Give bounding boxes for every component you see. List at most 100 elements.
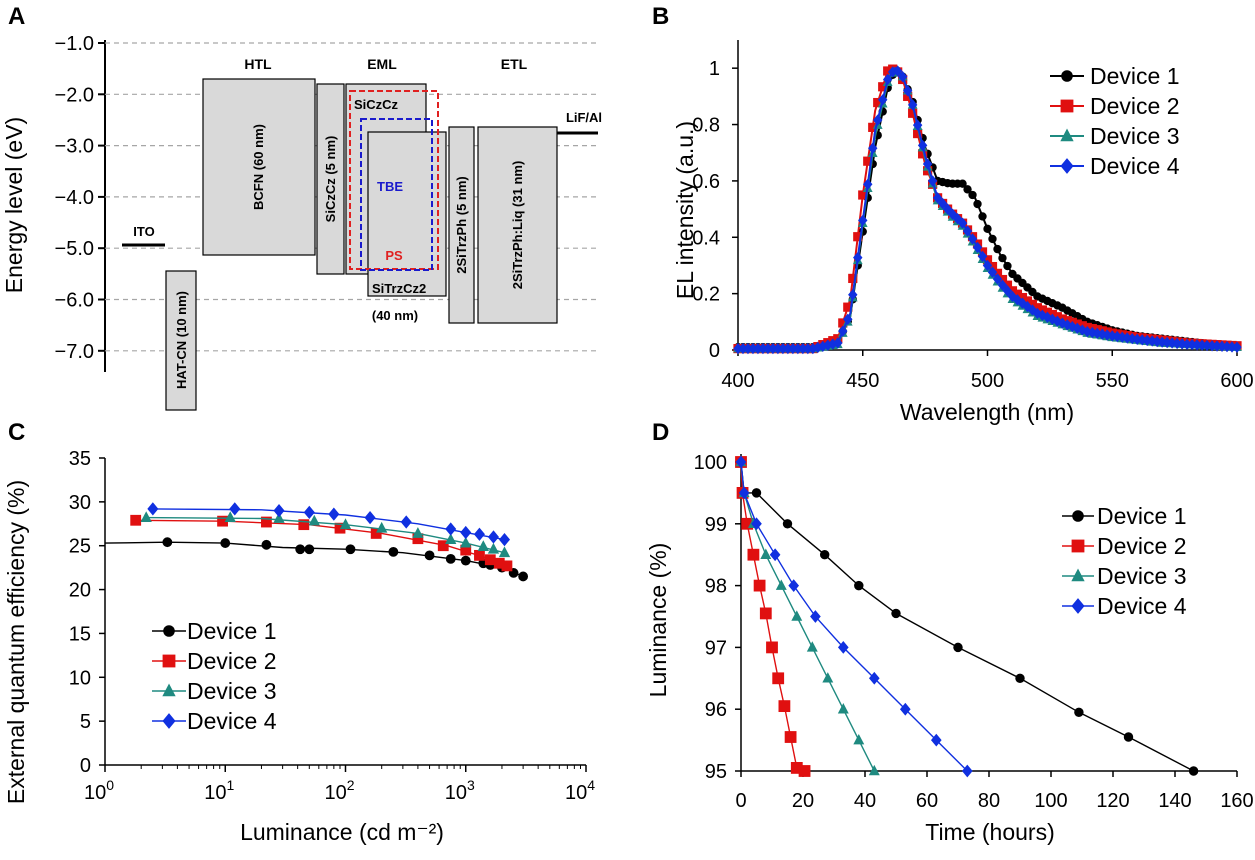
panel-b-marker-4: [922, 158, 933, 170]
panel-b-marker-1: [983, 224, 992, 233]
panel-c-marker-3: [339, 518, 352, 530]
panel-a-ytick-label: −7.0: [55, 341, 94, 363]
sitrzcz2-box: [367, 131, 447, 297]
panel-b-marker-2: [848, 273, 858, 284]
panel-d-marker-2: [784, 731, 797, 743]
panel-c-marker-2: [298, 519, 310, 531]
panel-b-marker-4: [952, 213, 963, 225]
panel-d-lifetime: Luminance (%) Time (hours) 0 20 40 60 80 100 1…: [645, 452, 1254, 845]
panel-b-xtick-label: 450: [846, 370, 879, 392]
panel-c-marker-3: [487, 542, 500, 554]
panel-c-marker-3: [273, 512, 285, 523]
2sitrzph-label: 2SiTrzPh (5 nm): [454, 176, 469, 274]
lifal-label: LiF/Al: [566, 110, 602, 125]
panel-d-xtick-label: 60: [916, 790, 938, 812]
panel-c-marker-3: [376, 521, 388, 533]
panel-d-marker-3: [775, 579, 787, 590]
panel-d-marker-3: [853, 733, 865, 745]
panel-c-marker-3: [412, 527, 424, 538]
panel-d-marker-3: [760, 548, 772, 559]
panel-c-marker-1: [261, 539, 272, 550]
panel-b-marker-4: [972, 241, 983, 254]
hatcn-label: HAT-CN (10 nm): [174, 291, 189, 389]
panel-b-marker-1: [968, 190, 977, 200]
panel-b-legend-marker-1: [1061, 70, 1073, 82]
panel-b-el-spectra: EL intensity (a.u.) Wavelength (nm) 400 4…: [672, 40, 1254, 425]
eml-thickness-label: (40 nm): [372, 308, 418, 323]
panel-d-marker-2: [798, 765, 811, 777]
panel-b-marker-4: [868, 142, 878, 154]
2sitrzph-liq-label: 2SiTrzPh:Liq (31 nm): [510, 161, 525, 290]
panel-d-marker-4: [735, 455, 747, 469]
panel-c-marker-1: [162, 537, 173, 548]
panel-b-ytick-label: 1: [709, 58, 720, 80]
panel-b-marker-4: [843, 313, 853, 325]
panel-c-xtick-label: 103: [445, 777, 475, 804]
panel-d-marker-4: [738, 486, 750, 500]
tbe-label: TBE: [377, 179, 403, 194]
panel-b-marker-4: [853, 251, 863, 264]
panel-c-ytick-label: 15: [69, 623, 91, 645]
panel-b-xtick-label: 600: [1220, 370, 1253, 392]
panel-b-legend-label-3: Device 3: [1090, 123, 1179, 149]
panel-d-marker-4: [769, 548, 781, 562]
ps-dashed-box: [349, 90, 439, 270]
panel-d-marker-1: [1015, 673, 1025, 684]
panel-c-marker-4: [473, 527, 485, 541]
panel-d-xlabel: Time (hours): [925, 819, 1055, 845]
panel-c-marker-4: [229, 502, 241, 516]
panel-c-marker-1: [460, 555, 471, 566]
panel-b-legend-label-4: Device 4: [1090, 153, 1180, 179]
panel-b-marker-4: [902, 85, 913, 97]
panel-d-marker-4: [868, 671, 880, 685]
panel-letter-a: A: [8, 3, 25, 30]
panel-c-ytick-label: 10: [69, 667, 91, 689]
panel-d-ytick-label: 98: [705, 576, 727, 598]
panel-d-legend-marker-4: [1071, 598, 1085, 614]
panel-d-legend-marker-1: [1072, 510, 1084, 522]
panel-b-marker-1: [963, 185, 972, 194]
panel-d-xtick-label: 0: [735, 790, 746, 812]
panel-d-ytick-label: 100: [694, 452, 727, 474]
panel-a-ytick-label: −3.0: [55, 136, 94, 158]
panel-c-marker-4: [445, 522, 457, 536]
panel-d-xtick-label: 120: [1096, 790, 1129, 812]
panel-a-ytick-label: −1.0: [55, 33, 94, 55]
panel-c-marker-1: [295, 544, 306, 555]
panel-b-marker-4: [1052, 315, 1063, 327]
header-eml: EML: [367, 56, 397, 72]
ps-label: PS: [385, 248, 403, 263]
panel-b-marker-4: [982, 259, 993, 272]
panel-c-ytick-label: 20: [69, 580, 91, 602]
panel-b-marker-4: [987, 266, 998, 278]
panel-b-marker-4: [962, 225, 973, 237]
panel-b-marker-4: [1077, 324, 1088, 336]
panel-b-marker-4: [858, 214, 868, 227]
2sitrzph-liq-box: [477, 126, 558, 324]
panel-d-marker-1: [953, 642, 963, 653]
panel-a-ytick-label: −2.0: [55, 84, 94, 106]
panel-b-marker-1: [998, 253, 1007, 263]
panel-b-xlabel: Wavelength (nm): [900, 399, 1074, 425]
panel-b-marker-4: [1042, 311, 1053, 323]
panel-c-marker-2: [437, 540, 449, 552]
panel-b-marker-1: [958, 179, 967, 188]
header-etl: ETL: [501, 56, 528, 72]
panel-d-marker-4: [930, 733, 942, 747]
panel-b-marker-4: [1027, 304, 1038, 316]
panel-c-marker-4: [460, 525, 472, 540]
panel-d-legend-label-3: Device 3: [1097, 563, 1186, 589]
panel-b-legend-label-1: Device 1: [1090, 63, 1179, 89]
panel-b-marker-4: [932, 192, 943, 204]
panel-b-marker-4: [1007, 290, 1018, 303]
panel-c-xtick-label: 102: [324, 777, 354, 804]
panel-d-marker-4: [751, 517, 762, 531]
panel-b-marker-1: [993, 244, 1002, 254]
panel-b-marker-4: [927, 175, 938, 187]
panel-b-marker-4: [992, 273, 1003, 285]
panel-c-legend-marker-4: [162, 713, 176, 729]
panel-b-ytick-label: 0.6: [692, 171, 720, 193]
panel-c-marker-3: [140, 511, 152, 523]
panel-d-marker-4: [810, 610, 821, 623]
panel-b-marker-4: [877, 94, 888, 106]
